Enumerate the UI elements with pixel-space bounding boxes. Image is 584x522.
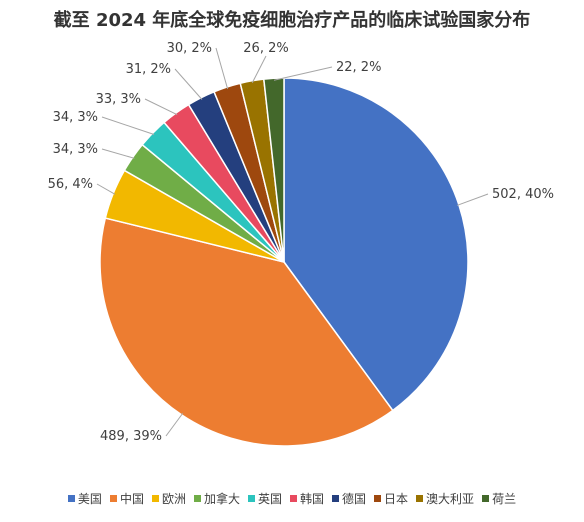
- data-label-7: 31, 2%: [126, 62, 171, 77]
- chart-title: 截至 2024 年底全球免疫细胞治疗产品的临床试验国家分布: [53, 10, 531, 31]
- legend-label: 澳大利亚: [426, 492, 475, 506]
- legend-label: 日本: [384, 492, 409, 506]
- legend-item-6: 韩国: [290, 490, 324, 507]
- leader-line-5: [101, 116, 155, 135]
- data-label-6: 33, 3%: [96, 92, 141, 107]
- legend-item-3: 欧洲: [151, 490, 186, 507]
- legend-item-2: 中国: [109, 490, 144, 507]
- legend-item-7: 德国: [332, 490, 366, 507]
- legend-swatch: [374, 495, 382, 502]
- leader-line-8: [215, 47, 229, 90]
- data-label-4: 34, 3%: [53, 142, 98, 157]
- leader-line-4: [101, 148, 135, 159]
- legend-label: 德国: [342, 492, 367, 506]
- legend-swatch: [482, 495, 490, 502]
- data-label-9: 26, 2%: [243, 41, 288, 56]
- leader-line-7: [174, 68, 203, 100]
- legend-swatch: [193, 495, 201, 502]
- legend-swatch: [67, 495, 75, 502]
- legend-label: 中国: [119, 492, 144, 506]
- legend-label: 欧洲: [161, 492, 186, 506]
- legend-item-4: 加拿大: [193, 490, 240, 507]
- data-label-1: 502, 40%: [492, 187, 554, 202]
- legend-item-1: 美国: [67, 490, 102, 507]
- chart-legend: 美国 中国 欧洲 加拿大 英国 韩国 德国 日本 澳大利亚 荷兰: [0, 490, 584, 507]
- data-label-3: 56, 4%: [48, 177, 93, 192]
- leader-line-1: [456, 193, 489, 206]
- data-label-5: 34, 3%: [53, 110, 98, 125]
- leader-line-9: [251, 55, 267, 84]
- leader-line-3: [96, 183, 116, 195]
- leader-line-6: [144, 98, 178, 116]
- legend-item-5: 英国: [247, 490, 282, 507]
- legend-label: 荷兰: [492, 492, 517, 506]
- legend-label: 韩国: [300, 492, 325, 506]
- leader-line-10: [273, 66, 333, 81]
- legend-label: 加拿大: [203, 492, 240, 506]
- data-label-2: 489, 39%: [100, 429, 162, 444]
- legend-label: 英国: [257, 492, 282, 506]
- data-label-8: 30, 2%: [167, 41, 212, 56]
- legend-swatch: [416, 495, 424, 502]
- legend-swatch: [151, 495, 159, 502]
- data-label-10: 22, 2%: [336, 60, 381, 75]
- legend-item-8: 日本: [374, 490, 408, 507]
- legend-item-9: 澳大利亚: [416, 490, 474, 507]
- legend-swatch: [247, 495, 255, 502]
- leader-line-2: [165, 412, 184, 437]
- legend-swatch: [332, 495, 340, 502]
- legend-item-10: 荷兰: [482, 490, 516, 507]
- legend-swatch: [290, 495, 297, 502]
- legend-swatch: [109, 495, 117, 502]
- legend-label: 美国: [77, 492, 102, 506]
